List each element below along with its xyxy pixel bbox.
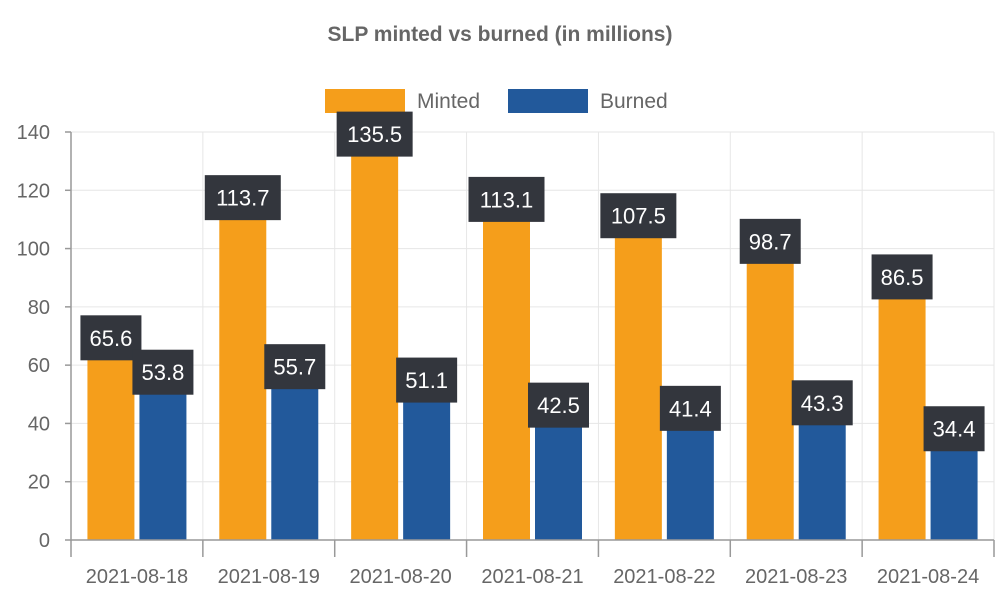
x-tick-label: 2021-08-18 — [86, 566, 188, 588]
data-label-box — [528, 382, 589, 428]
data-label-burned: 55.7 — [264, 344, 326, 390]
y-axis-ticks: 0 20 40 60 80 100 120 140 — [17, 122, 71, 552]
bar-burned[interactable] — [666, 419, 714, 540]
data-label-box — [659, 385, 721, 431]
y-tick-label: 0 — [39, 530, 50, 552]
data-label-minted: 113.7 — [204, 175, 281, 221]
data-label-burned: 41.4 — [659, 385, 721, 431]
data-label-minted: 65.6 — [80, 315, 142, 361]
data-label-minted: 98.7 — [739, 218, 801, 264]
data-label-burned: 43.3 — [791, 380, 853, 426]
y-tick-label: 40 — [28, 413, 50, 435]
legend: Minted Burned — [325, 89, 668, 113]
x-tick-label: 2021-08-20 — [349, 566, 451, 588]
data-label-value: 53.8 — [142, 360, 185, 385]
y-tick-label: 20 — [28, 472, 50, 494]
data-label-value: 107.5 — [611, 204, 666, 229]
data-label-value: 41.4 — [669, 396, 712, 421]
data-label-box — [739, 218, 801, 264]
data-label-value: 98.7 — [749, 229, 792, 254]
chart-title: SLP minted vs burned (in millions) — [328, 23, 673, 46]
data-label-burned: 34.4 — [923, 406, 985, 452]
data-label-value: 65.6 — [90, 326, 133, 351]
bar-minted[interactable] — [219, 208, 267, 540]
y-tick-label: 100 — [17, 239, 50, 261]
legend-swatch-burned — [508, 89, 588, 113]
bar-burned[interactable] — [403, 391, 451, 540]
bar-burned[interactable] — [139, 383, 187, 540]
data-label-box — [396, 357, 458, 403]
data-label-box — [468, 176, 545, 222]
bar-minted[interactable] — [614, 226, 662, 540]
data-label-box — [923, 406, 985, 452]
x-tick-label: 2021-08-21 — [481, 566, 583, 588]
data-label-value: 51.1 — [405, 368, 448, 393]
data-label-value: 42.5 — [537, 393, 580, 418]
data-label-value: 55.7 — [273, 355, 316, 380]
bar-burned[interactable] — [535, 416, 582, 540]
data-label-burned: 42.5 — [528, 382, 589, 428]
x-axis-ticks: 2021-08-18 2021-08-19 2021-08-20 2021-08-21… — [70, 540, 995, 588]
y-tick-label: 60 — [28, 355, 50, 377]
y-tick-label: 140 — [17, 122, 50, 144]
data-label-value: 135.5 — [347, 122, 402, 147]
data-label-value: 43.3 — [801, 391, 844, 416]
data-label-box — [264, 344, 326, 390]
data-label-box — [80, 315, 142, 361]
x-tick-label: 2021-08-23 — [745, 566, 847, 588]
data-label-box — [204, 175, 281, 221]
y-tick-label: 120 — [17, 180, 50, 202]
data-label-box — [791, 380, 853, 426]
data-label-minted: 113.1 — [468, 176, 545, 222]
data-label-burned: 51.1 — [396, 357, 458, 403]
data-label-burned: 53.8 — [132, 349, 194, 395]
data-label-value: 113.7 — [216, 186, 269, 211]
legend-swatch-minted — [325, 89, 405, 113]
y-tick-label: 80 — [28, 297, 50, 319]
legend-label-burned: Burned — [600, 90, 668, 113]
bar-minted[interactable] — [483, 210, 530, 540]
data-label-value: 34.4 — [933, 417, 976, 442]
data-label-minted: 135.5 — [336, 111, 413, 157]
bar-burned[interactable] — [798, 413, 846, 540]
data-label-minted: 86.5 — [871, 254, 933, 300]
bar-minted[interactable] — [746, 252, 794, 541]
bar-minted[interactable] — [87, 348, 135, 540]
bar-burned[interactable] — [271, 377, 319, 540]
legend-label-minted: Minted — [417, 90, 480, 113]
data-label-value: 113.1 — [480, 187, 533, 212]
bars — [87, 145, 978, 541]
bar-minted[interactable] — [878, 287, 926, 540]
bar-minted[interactable] — [351, 145, 399, 540]
data-labels: 65.6 113.7 135.5 113.1 107.5 98.7 86.5 53.8 55.7… — [80, 111, 985, 452]
x-tick-label: 2021-08-24 — [877, 566, 979, 588]
data-label-value: 86.5 — [881, 265, 924, 290]
data-label-minted: 107.5 — [600, 193, 677, 239]
data-label-box — [871, 254, 933, 300]
x-tick-label: 2021-08-19 — [218, 566, 320, 588]
data-label-box — [600, 193, 677, 239]
data-label-box — [336, 111, 413, 157]
legend-item-burned[interactable]: Burned — [508, 89, 668, 113]
legend-item-minted[interactable]: Minted — [325, 89, 480, 113]
x-tick-label: 2021-08-22 — [613, 566, 715, 588]
data-label-box — [132, 349, 194, 395]
bar-burned[interactable] — [930, 439, 978, 540]
